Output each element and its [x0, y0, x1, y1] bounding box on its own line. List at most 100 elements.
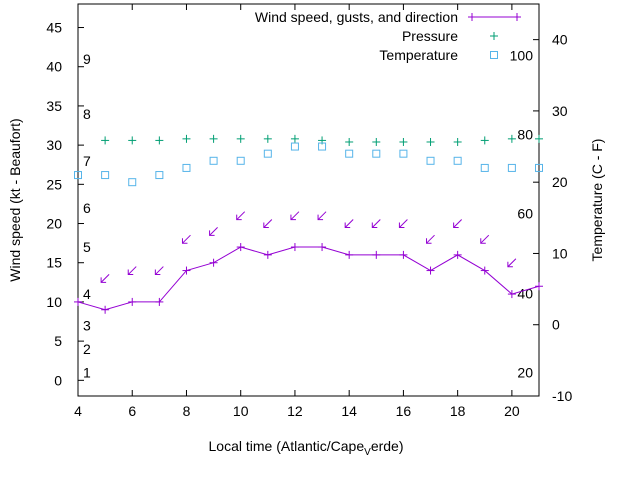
fahrenheit-label: 80	[517, 126, 533, 142]
fahrenheit-label: 40	[517, 285, 533, 301]
y2-tick-label: 0	[552, 317, 560, 333]
temperature-point	[453, 156, 462, 165]
arrow-shaft	[100, 274, 110, 283]
y-tick-label: 30	[46, 137, 62, 153]
y2-tick-label: 40	[552, 32, 568, 48]
wind-speed-point	[318, 243, 327, 252]
legend-markers	[468, 13, 521, 59]
arrow-shaft	[127, 266, 137, 275]
y-tick-label: 45	[46, 20, 62, 36]
y-tick-label: 35	[46, 98, 62, 114]
beaufort-label: 1	[83, 364, 91, 380]
arrow-shaft	[154, 266, 164, 275]
beaufort-label: 4	[83, 286, 91, 302]
beaufort-label: 3	[83, 317, 91, 333]
arrow-head	[236, 214, 242, 221]
arrow-shaft	[480, 234, 490, 244]
arrow-head	[371, 222, 378, 229]
temperature-point	[263, 149, 272, 158]
legend-pressure-marker	[490, 32, 498, 40]
legend-temperature-marker	[490, 51, 498, 59]
y-tick-label: 25	[46, 176, 62, 192]
wind-speed-point	[507, 290, 516, 299]
y2-tick-label: 10	[552, 245, 568, 261]
temperature-point	[74, 171, 82, 180]
pressure-point	[535, 134, 543, 143]
wind-speed-point	[101, 305, 110, 314]
fahrenheit-label: 20	[517, 364, 533, 380]
y-axis-label: Wind speed (kt - Beaufort)	[7, 118, 23, 281]
series-wind-speed	[74, 243, 543, 314]
wind-speed-point	[290, 243, 299, 252]
arrow-head	[263, 222, 269, 229]
wind-speed-point	[535, 282, 543, 291]
wind-direction-arrow	[236, 211, 246, 221]
fahrenheit-label: 60	[517, 206, 533, 222]
pressure-point	[507, 134, 516, 143]
temperature-point	[372, 149, 381, 158]
plot-frame	[77, 3, 540, 397]
y-tick-label: 40	[46, 59, 62, 75]
pressure-point	[209, 134, 218, 143]
wind-speed-point	[372, 250, 381, 259]
wind-speed-point	[453, 250, 462, 259]
arrow-head	[127, 269, 134, 276]
y-tick-label: 15	[46, 255, 62, 271]
wind-speed-point	[426, 266, 435, 275]
pressure-point	[101, 136, 110, 145]
arrow-head	[154, 269, 161, 276]
temperature-point	[155, 171, 164, 180]
y-tick-label: 10	[46, 294, 62, 310]
wind-speed-point	[182, 266, 191, 275]
arrow-head	[181, 238, 188, 244]
arrow-head	[426, 238, 432, 244]
temperature-point	[101, 171, 110, 180]
wind-speed-point	[263, 250, 272, 259]
arrow-head	[209, 230, 215, 236]
arrow-head	[344, 222, 351, 229]
wind-direction-arrow	[127, 266, 137, 276]
y-tick-label: 20	[46, 216, 62, 232]
y-tick-label: 0	[54, 372, 62, 388]
y2-tick-label: 20	[552, 174, 568, 190]
wind-direction-arrow	[290, 211, 300, 221]
wind-speed-point	[399, 250, 408, 259]
pressure-point	[263, 134, 272, 143]
legend-temperature-label: Temperature	[379, 47, 458, 63]
wind-direction-arrow	[453, 219, 463, 229]
temperature-point	[236, 156, 245, 165]
pressure-point	[453, 137, 462, 146]
arrow-shaft	[507, 258, 517, 268]
legend-wind-marker-start	[468, 13, 476, 21]
wind-direction-arrow	[181, 234, 191, 244]
arrow-shaft	[290, 211, 300, 221]
pressure-point	[182, 134, 191, 143]
wind-direction-arrow	[507, 258, 517, 268]
pressure-point	[128, 136, 137, 145]
temperature-point	[209, 156, 218, 165]
wind-direction-arrow	[398, 219, 408, 229]
pressure-point	[426, 137, 435, 146]
x-tick-label: 16	[396, 403, 412, 419]
arrow-shaft	[236, 211, 246, 221]
pressure-point	[155, 136, 164, 145]
legend-pressure-label: Pressure	[402, 28, 458, 44]
temperature-point	[318, 142, 327, 151]
wind-speed-point	[236, 243, 245, 252]
wind-speed-point	[209, 258, 218, 267]
y2-axis-label: Temperature (C - F)	[589, 139, 605, 262]
wind-speed-point	[345, 250, 354, 259]
beaufort-labels: 1 2 3 4 5 6 7 8 9	[83, 51, 91, 381]
temperature-point	[480, 163, 489, 172]
temperature-point	[426, 156, 435, 165]
series-wind-direction	[100, 211, 517, 283]
arrow-shaft	[182, 234, 191, 244]
series-temperature	[74, 142, 543, 187]
wind-speed-point	[74, 297, 82, 306]
fahrenheit-label: 100	[510, 47, 534, 63]
x-tick-label: 18	[450, 403, 466, 419]
axis-ticks: 4 6 8 10 12 14 16 18 20051015202530354045-100102…	[46, 4, 572, 419]
legend-wind-label: Wind speed, gusts, and direction	[255, 9, 458, 25]
pressure-point	[345, 137, 354, 146]
